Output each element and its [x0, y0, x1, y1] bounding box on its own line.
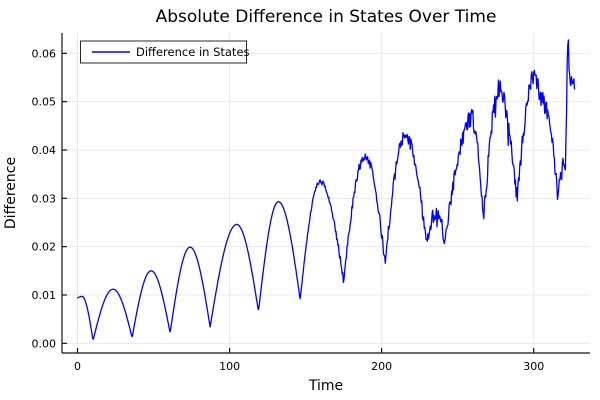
legend-box	[80, 40, 247, 64]
y-tick-label: 0.02	[32, 241, 57, 254]
x-tick-label: 0	[74, 360, 81, 373]
tick-labels: 0 100 200 300 0.00 0.01 0.02 0.03 0.04 0.05 0.06	[32, 47, 545, 373]
chart-title: Absolute Difference in States Over Time	[156, 7, 497, 27]
y-tick-label: 0.03	[32, 192, 57, 205]
x-tick-label: 100	[219, 360, 240, 373]
x-tick-label: 300	[523, 360, 544, 373]
y-tick-label: 0.01	[32, 289, 57, 302]
legend-label: Difference in States	[136, 45, 250, 59]
y-tick-label: 0.06	[32, 47, 57, 60]
legend: Difference in States	[80, 40, 250, 64]
axes	[61, 33, 590, 354]
y-axis-label: Difference	[3, 157, 19, 229]
series-line-difference	[76, 39, 576, 340]
gridlines	[62, 33, 590, 353]
x-axis-label: Time	[308, 378, 343, 394]
y-tick-label: 0.00	[32, 337, 57, 350]
y-tick-label: 0.05	[32, 96, 57, 109]
x-tick-label: 200	[371, 360, 392, 373]
y-tick-label: 0.04	[32, 144, 57, 157]
